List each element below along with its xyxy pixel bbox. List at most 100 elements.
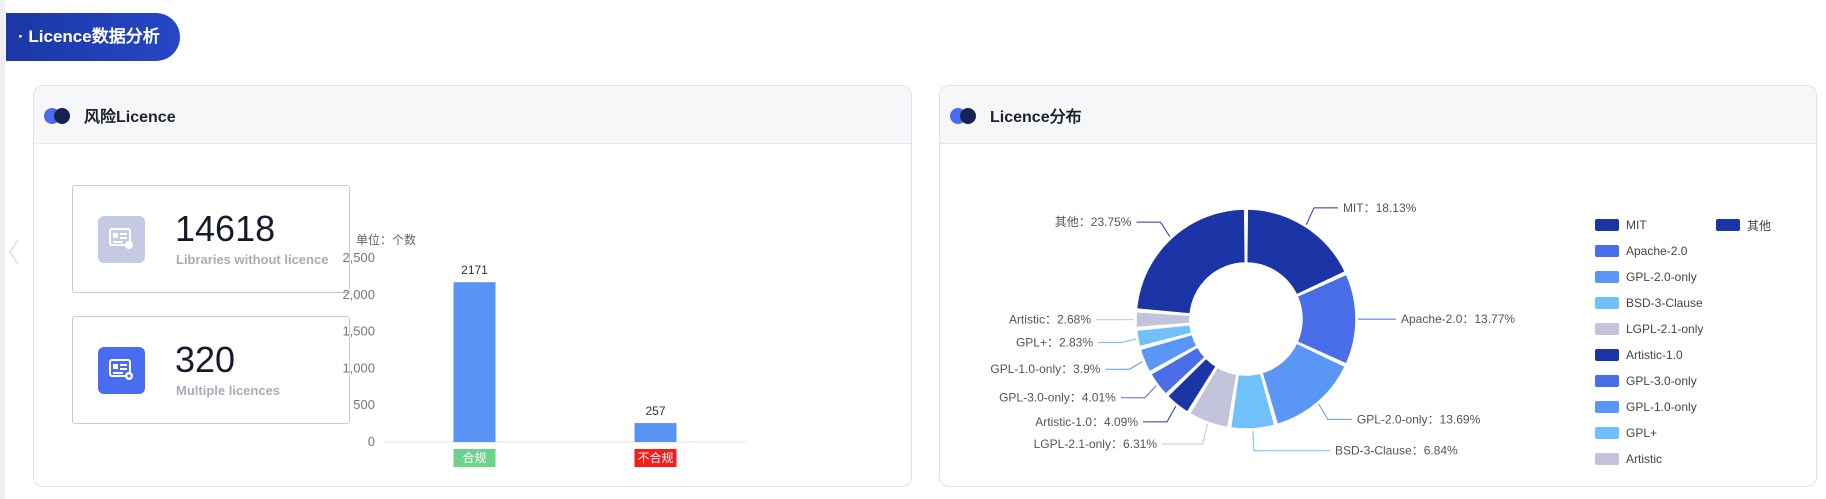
- donut-slice: [1188, 366, 1238, 429]
- legend-item[interactable]: Artistic-1.0: [1595, 342, 1703, 368]
- chevron-left-icon[interactable]: [7, 238, 21, 266]
- legend-label: GPL-1.0-only: [1626, 400, 1697, 414]
- compliance-bar-chart: 单位：个数 0 500 1,000 1,500 2,000 2,500 2171 合规 257 不合…: [342, 232, 746, 467]
- stat-label: Libraries without licence: [176, 252, 329, 267]
- risk-licence-card: 风险Licence 14618 Libraries without licenc…: [33, 85, 912, 487]
- slice-label: 其他：23.75%: [1055, 215, 1132, 229]
- category-tag: [453, 449, 496, 467]
- legend-swatch: [1595, 219, 1619, 231]
- license-warning-icon: [98, 347, 145, 394]
- leader-line: [1305, 207, 1338, 225]
- donut-slice: [1135, 208, 1247, 315]
- slice-label: LGPL-2.1-only：6.31%: [1034, 437, 1158, 451]
- category-tag: [634, 449, 677, 467]
- stat-value: 14618: [175, 208, 276, 249]
- leader-line: [1318, 403, 1352, 420]
- legend-label: GPL-3.0-only: [1626, 374, 1697, 388]
- legend-label: Apache-2.0: [1626, 244, 1688, 258]
- legend-item[interactable]: MIT: [1595, 212, 1703, 238]
- bar: [634, 423, 677, 442]
- slice-label: MIT：18.13%: [1343, 201, 1417, 215]
- legend-item[interactable]: GPL-3.0-only: [1595, 368, 1703, 394]
- legend-item[interactable]: Apache-2.0: [1595, 238, 1703, 264]
- legend-label: MIT: [1626, 218, 1647, 232]
- legend-item[interactable]: Artistic: [1595, 446, 1703, 472]
- y-tick-label: 2,000: [342, 287, 375, 302]
- card-title: 风险Licence: [84, 108, 176, 126]
- y-tick-label: 0: [368, 434, 375, 449]
- legend-swatch: [1595, 427, 1619, 439]
- legend-swatch: [1595, 297, 1619, 309]
- legend-swatch: [1595, 271, 1619, 283]
- legend-swatch: [1716, 219, 1740, 231]
- stat-multiple-licences: 320 Multiple licences: [72, 316, 350, 424]
- slice-label: GPL-1.0-only：3.9%: [990, 362, 1100, 376]
- license-icon: [98, 216, 145, 263]
- donut-slice: [1135, 323, 1193, 348]
- donut-slice: [1139, 333, 1198, 373]
- donut-slice: [1296, 273, 1357, 365]
- legend-label: GPL+: [1626, 426, 1658, 440]
- donut-slice: [1229, 372, 1276, 430]
- bar-data-label: 257: [645, 404, 665, 418]
- legend-item[interactable]: GPL-2.0-only: [1595, 264, 1703, 290]
- donut-slice: [1261, 342, 1347, 426]
- leader-line: [1105, 361, 1143, 370]
- leader-line: [1098, 338, 1136, 343]
- card-header: 风险Licence: [34, 86, 911, 144]
- legend-label: Artistic: [1626, 452, 1662, 466]
- donut-slice: [1135, 310, 1191, 329]
- donut-slice: [1245, 208, 1347, 296]
- legend-label: Artistic-1.0: [1626, 348, 1683, 362]
- legend-item[interactable]: BSD-3-Clause: [1595, 290, 1703, 316]
- legend-swatch: [1595, 401, 1619, 413]
- donut-slice: [1149, 346, 1207, 396]
- leader-line: [1143, 406, 1177, 423]
- legend-label: BSD-3-Clause: [1626, 296, 1703, 310]
- bar-data-label: 2171: [461, 263, 488, 277]
- legend-label: 其他: [1747, 218, 1772, 233]
- legend-swatch: [1595, 245, 1619, 257]
- legend-label: GPL-2.0-only: [1626, 270, 1697, 284]
- licence-donut-chart: MIT：18.13% Apache-2.0：13.77% GPL-2.0-only：…: [990, 201, 1515, 458]
- leader-line: [1162, 424, 1208, 445]
- card-header: Licence分布: [940, 86, 1816, 144]
- slice-label: Apache-2.0：13.77%: [1401, 312, 1515, 326]
- legend-item[interactable]: LGPL-2.1-only: [1595, 316, 1703, 342]
- y-tick-label: 1,500: [342, 324, 375, 339]
- bar: [453, 282, 496, 442]
- legend-column-1: MIT Apache-2.0 GPL-2.0-only BSD-3-Clause LGP…: [1595, 212, 1703, 472]
- legend-item[interactable]: 其他: [1716, 212, 1771, 238]
- legend-label: LGPL-2.1-only: [1626, 322, 1704, 336]
- legend-swatch: [1595, 323, 1619, 335]
- donut-slice: [1166, 357, 1218, 414]
- toggle-dots-icon: [950, 106, 980, 124]
- left-edge: [0, 0, 5, 499]
- slice-label: GPL-2.0-only：13.69%: [1357, 412, 1481, 426]
- slice-label: Artistic-1.0：4.09%: [1035, 415, 1138, 429]
- leader-line: [1252, 430, 1330, 452]
- slice-label: GPL-3.0-only：4.01%: [999, 391, 1116, 405]
- y-tick-label: 1,000: [342, 360, 375, 375]
- unit-label: 单位：个数: [356, 232, 416, 247]
- legend-item[interactable]: GPL+: [1595, 420, 1703, 446]
- slice-label: Artistic：2.68%: [1009, 313, 1091, 327]
- legend-swatch: [1595, 453, 1619, 465]
- slice-label: BSD-3-Clause：6.84%: [1335, 444, 1458, 458]
- section-title: · Licence数据分析: [6, 13, 180, 61]
- leader-line: [1136, 221, 1171, 238]
- x-tick-label: 不合规: [637, 450, 673, 465]
- y-tick-label: 500: [353, 397, 375, 412]
- x-tick-label: 合规: [462, 450, 486, 465]
- stat-label: Multiple licences: [176, 383, 281, 398]
- legend-column-2: 其他: [1716, 212, 1771, 238]
- licence-distribution-card: Licence分布 MIT：18.13% Apache-2.0：13.77% GPL…: [939, 85, 1817, 487]
- legend-item[interactable]: GPL-1.0-only: [1595, 394, 1703, 420]
- card-title: Licence分布: [990, 108, 1082, 126]
- leader-line: [1120, 385, 1157, 399]
- stat-value: 320: [175, 339, 236, 380]
- legend-swatch: [1595, 349, 1619, 361]
- legend-swatch: [1595, 375, 1619, 387]
- slice-label: GPL+：2.83%: [1016, 335, 1093, 349]
